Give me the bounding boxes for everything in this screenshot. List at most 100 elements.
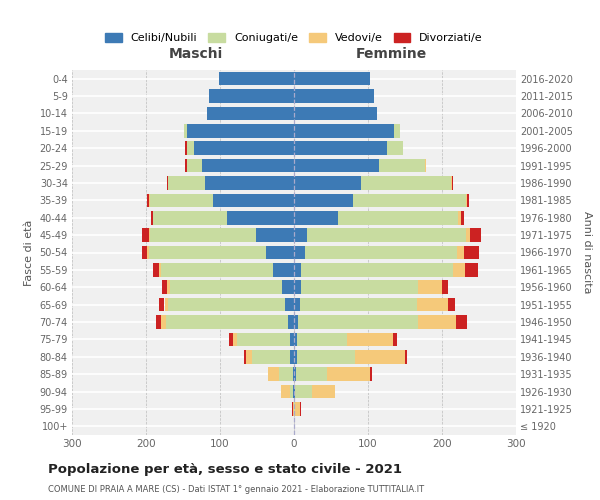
- Bar: [294, 142, 386, 155]
- Bar: [293, 385, 294, 398]
- Bar: [296, 368, 328, 381]
- Bar: [162, 280, 167, 294]
- Bar: [149, 194, 150, 207]
- Bar: [268, 368, 279, 381]
- Bar: [466, 194, 467, 207]
- Bar: [161, 315, 166, 329]
- Bar: [465, 263, 478, 276]
- Bar: [466, 228, 470, 242]
- Bar: [205, 176, 294, 190]
- Bar: [158, 263, 161, 276]
- Bar: [294, 246, 305, 260]
- Bar: [294, 228, 307, 242]
- Bar: [185, 142, 187, 155]
- Text: Maschi: Maschi: [169, 47, 223, 61]
- Bar: [292, 402, 293, 415]
- Bar: [206, 106, 294, 120]
- Bar: [294, 194, 353, 207]
- Bar: [293, 402, 294, 415]
- Bar: [370, 368, 372, 381]
- Bar: [158, 298, 164, 312]
- Bar: [184, 124, 187, 138]
- Bar: [457, 246, 464, 260]
- Bar: [209, 90, 294, 103]
- Bar: [307, 228, 466, 242]
- Bar: [312, 385, 335, 398]
- Bar: [394, 124, 400, 138]
- Bar: [451, 176, 452, 190]
- Bar: [288, 315, 294, 329]
- Bar: [168, 176, 205, 190]
- Text: COMUNE DI PRAIA A MARE (CS) - Dati ISTAT 1° gennaio 2021 - Elaborazione TUTTITAL: COMUNE DI PRAIA A MARE (CS) - Dati ISTAT…: [48, 485, 424, 494]
- Bar: [347, 332, 393, 346]
- Bar: [150, 194, 212, 207]
- Y-axis label: Fasce di età: Fasce di età: [24, 220, 34, 286]
- Bar: [295, 385, 312, 398]
- Bar: [442, 280, 448, 294]
- Bar: [187, 124, 294, 138]
- Bar: [202, 159, 294, 172]
- Bar: [282, 280, 294, 294]
- Bar: [294, 298, 300, 312]
- Bar: [294, 315, 298, 329]
- Bar: [151, 211, 152, 224]
- Bar: [294, 106, 377, 120]
- Bar: [187, 159, 202, 172]
- Bar: [418, 280, 442, 294]
- Bar: [386, 142, 403, 155]
- Bar: [281, 385, 290, 398]
- Y-axis label: Anni di nascita: Anni di nascita: [583, 211, 592, 294]
- Bar: [290, 350, 294, 364]
- Bar: [297, 350, 355, 364]
- Bar: [393, 332, 397, 346]
- Bar: [166, 315, 288, 329]
- Bar: [461, 211, 464, 224]
- Bar: [452, 176, 453, 190]
- Bar: [294, 280, 301, 294]
- Bar: [458, 211, 461, 224]
- Bar: [301, 280, 418, 294]
- Bar: [294, 159, 379, 172]
- Bar: [470, 228, 481, 242]
- Bar: [237, 332, 290, 346]
- Bar: [246, 350, 252, 364]
- Bar: [300, 402, 301, 415]
- Bar: [405, 350, 407, 364]
- Bar: [152, 263, 158, 276]
- Bar: [170, 280, 282, 294]
- Bar: [353, 194, 466, 207]
- Bar: [252, 350, 290, 364]
- Bar: [148, 246, 149, 260]
- Bar: [233, 332, 237, 346]
- Bar: [155, 315, 161, 329]
- Bar: [297, 332, 347, 346]
- Bar: [151, 228, 256, 242]
- Bar: [279, 368, 293, 381]
- Bar: [300, 298, 417, 312]
- Bar: [149, 246, 266, 260]
- Bar: [426, 159, 427, 172]
- Bar: [142, 246, 148, 260]
- Bar: [379, 159, 425, 172]
- Bar: [294, 263, 301, 276]
- Bar: [418, 315, 456, 329]
- Bar: [164, 298, 168, 312]
- Bar: [361, 176, 451, 190]
- Bar: [256, 228, 294, 242]
- Bar: [456, 315, 467, 329]
- Text: Femmine: Femmine: [356, 47, 427, 61]
- Text: Popolazione per età, sesso e stato civile - 2021: Popolazione per età, sesso e stato civil…: [48, 462, 402, 475]
- Bar: [152, 211, 154, 224]
- Bar: [417, 298, 448, 312]
- Bar: [142, 228, 149, 242]
- Bar: [298, 315, 418, 329]
- Bar: [294, 385, 295, 398]
- Bar: [290, 332, 294, 346]
- Bar: [149, 228, 151, 242]
- Bar: [294, 124, 394, 138]
- Bar: [294, 402, 295, 415]
- Bar: [293, 368, 294, 381]
- Bar: [301, 263, 453, 276]
- Bar: [295, 402, 300, 415]
- Bar: [305, 246, 457, 260]
